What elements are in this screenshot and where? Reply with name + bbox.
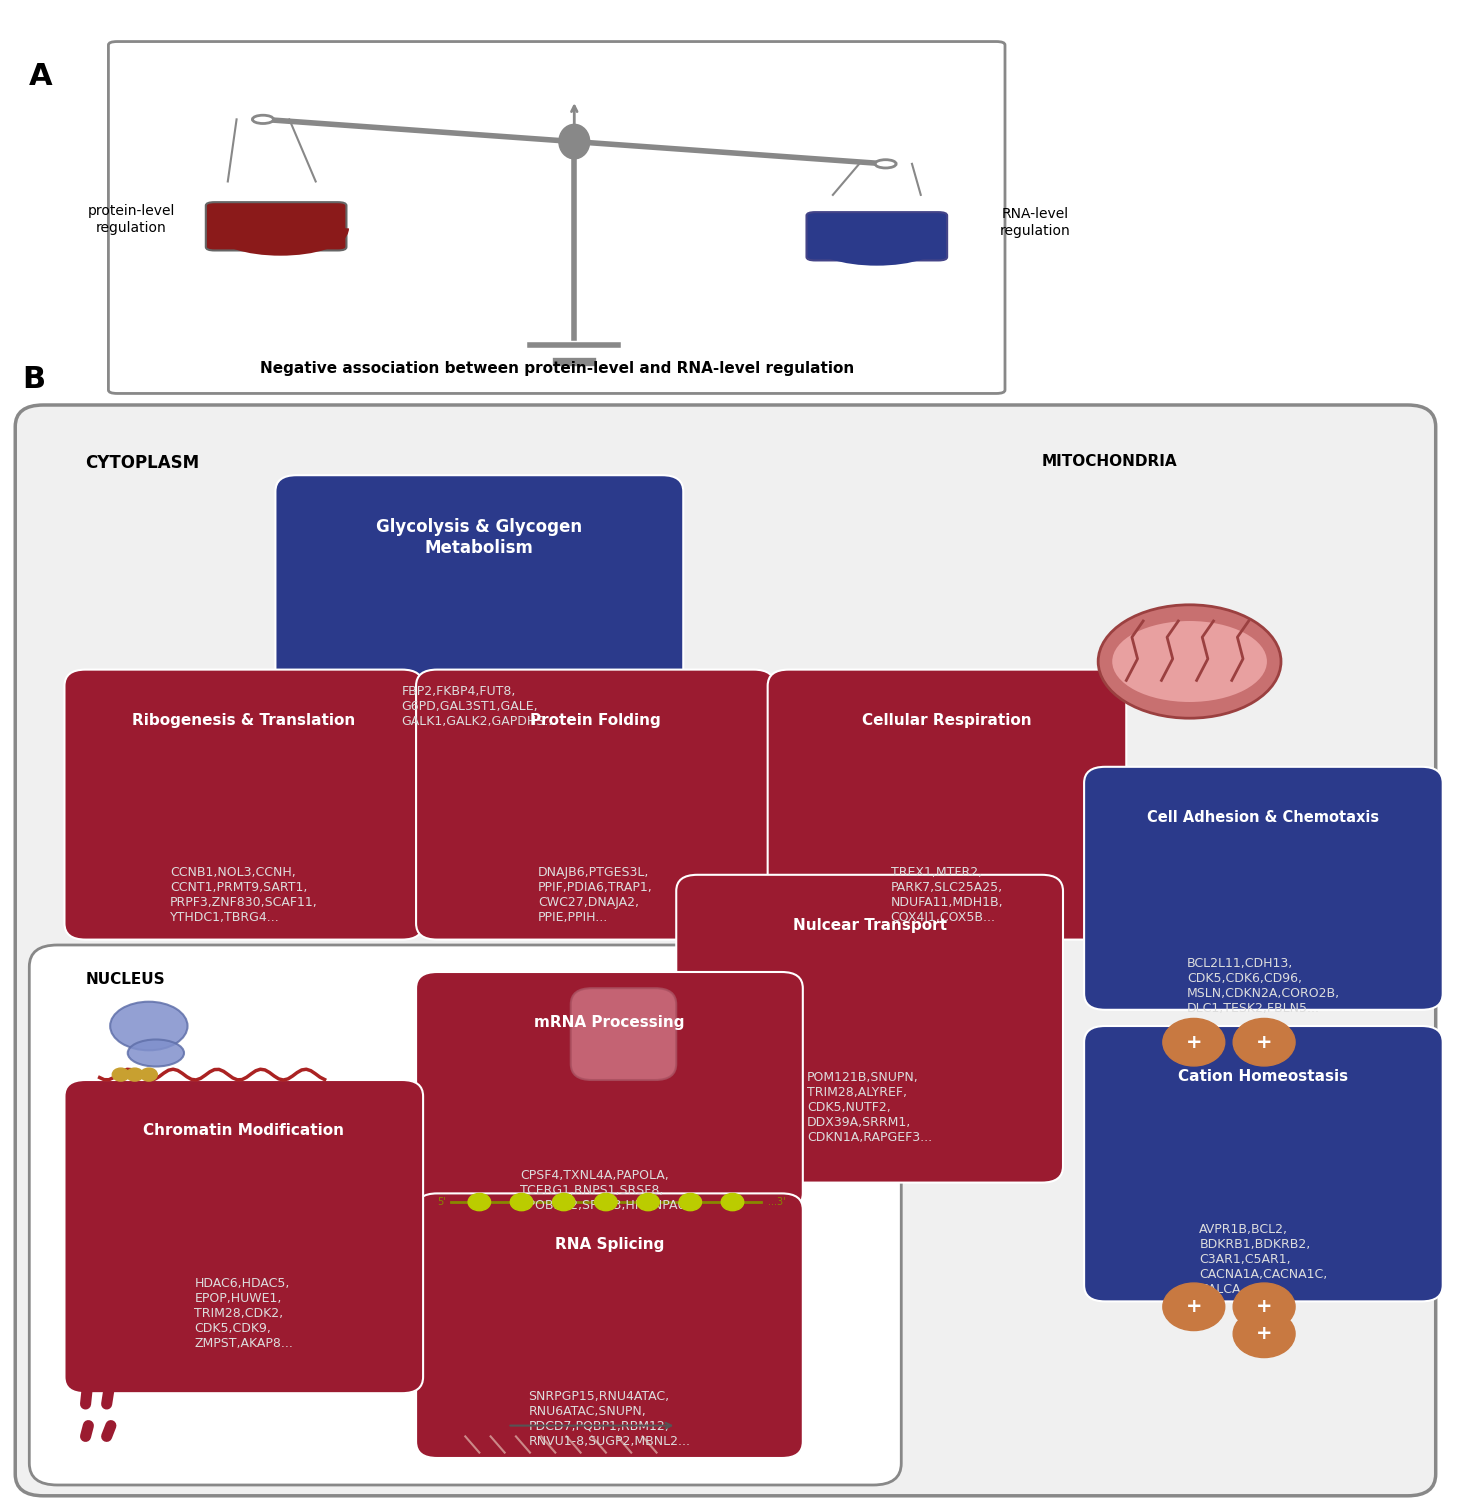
Ellipse shape bbox=[127, 1040, 185, 1066]
Text: BCL2L11,CDH13,
CDK5,CDK6,CD96,
MSLN,CDKN2A,CORO2B,
DLC1,TESK2,FBLN5...: BCL2L11,CDH13, CDK5,CDK6,CD96, MSLN,CDKN… bbox=[1187, 957, 1340, 1016]
FancyBboxPatch shape bbox=[1084, 766, 1443, 1010]
Circle shape bbox=[141, 1068, 157, 1082]
Text: RNA Splicing: RNA Splicing bbox=[555, 1236, 664, 1251]
Circle shape bbox=[595, 1194, 617, 1210]
FancyBboxPatch shape bbox=[29, 945, 901, 1485]
Text: A: A bbox=[29, 62, 53, 92]
Text: +: + bbox=[1256, 1032, 1273, 1052]
Ellipse shape bbox=[1112, 621, 1267, 702]
FancyBboxPatch shape bbox=[64, 669, 423, 939]
FancyBboxPatch shape bbox=[571, 988, 677, 1080]
Text: +: + bbox=[1256, 1324, 1273, 1344]
Text: HDAC6,HDAC5,
EPOP,HUWE1,
TRIM28,CDK2,
CDK5,CDK9,
ZMPST,AKAP8...: HDAC6,HDAC5, EPOP,HUWE1, TRIM28,CDK2, CD… bbox=[195, 1276, 293, 1350]
Circle shape bbox=[469, 1194, 491, 1210]
Text: TREX1,MTFR2,
PARK7,SLC25A25,
NDUFA11,MDH1B,
COX4I1,COX5B...: TREX1,MTFR2, PARK7,SLC25A25, NDUFA11,MDH… bbox=[891, 865, 1004, 924]
FancyBboxPatch shape bbox=[416, 669, 775, 939]
Text: CPSF4,TXNL4A,PAPOLA,
TCERG1,RNPS1,SRSF8,
APOBEC2,SF3A3,HNRNPA0...: CPSF4,TXNL4A,PAPOLA, TCERG1,RNPS1,SRSF8,… bbox=[520, 1168, 699, 1212]
FancyBboxPatch shape bbox=[205, 202, 346, 250]
Text: MITOCHONDRIA: MITOCHONDRIA bbox=[1042, 453, 1178, 468]
FancyBboxPatch shape bbox=[416, 1194, 803, 1458]
Text: +: + bbox=[1185, 1298, 1203, 1317]
Text: ...3': ...3' bbox=[768, 1197, 785, 1208]
Text: 5': 5' bbox=[437, 1197, 445, 1208]
FancyBboxPatch shape bbox=[1084, 1026, 1443, 1302]
Circle shape bbox=[113, 1068, 129, 1082]
FancyBboxPatch shape bbox=[677, 874, 1064, 1182]
Text: FBP2,FKBP4,FUT8,
G6PD,GAL3ST1,GALE,
GALK1,GALK2,GAPDHS...: FBP2,FKBP4,FUT8, G6PD,GAL3ST1,GALE, GALK… bbox=[401, 684, 557, 728]
Text: protein-level
regulation: protein-level regulation bbox=[88, 204, 174, 234]
Circle shape bbox=[552, 1194, 574, 1210]
Ellipse shape bbox=[1099, 604, 1280, 718]
Circle shape bbox=[1163, 1019, 1225, 1066]
Text: Negative association between protein-level and RNA-level regulation: Negative association between protein-lev… bbox=[259, 362, 854, 376]
Text: +: + bbox=[1256, 1298, 1273, 1317]
Text: Cation Homeostasis: Cation Homeostasis bbox=[1178, 1070, 1348, 1084]
Text: CCNB1,NOL3,CCNH,
CCNT1,PRMT9,SART1,
PRPF3,ZNF830,SCAF11,
YTHDC1,TBRG4...: CCNB1,NOL3,CCNH, CCNT1,PRMT9,SART1, PRPF… bbox=[170, 865, 318, 924]
Text: POM121B,SNUPN,
TRIM28,ALYREF,
CDK5,NUTF2,
DDX39A,SRRM1,
CDKN1A,RAPGEF3...: POM121B,SNUPN, TRIM28,ALYREF, CDK5,NUTF2… bbox=[807, 1071, 932, 1144]
Text: Glycolysis & Glycogen
Metabolism: Glycolysis & Glycogen Metabolism bbox=[377, 519, 583, 556]
FancyBboxPatch shape bbox=[807, 211, 948, 261]
Text: RNA-level
regulation: RNA-level regulation bbox=[999, 207, 1071, 237]
Text: NUCLEUS: NUCLEUS bbox=[85, 972, 166, 987]
Ellipse shape bbox=[558, 124, 589, 159]
Text: DNAJB6,PTGES3L,
PPIF,PDIA6,TRAP1,
CWC27,DNAJA2,
PPIE,PPIH...: DNAJB6,PTGES3L, PPIF,PDIA6,TRAP1, CWC27,… bbox=[538, 865, 653, 924]
Ellipse shape bbox=[110, 1002, 188, 1050]
Text: Cellular Respiration: Cellular Respiration bbox=[863, 712, 1031, 728]
Text: mRNA Processing: mRNA Processing bbox=[535, 1016, 684, 1031]
Circle shape bbox=[1234, 1282, 1295, 1330]
Text: Ribogenesis & Translation: Ribogenesis & Translation bbox=[132, 712, 356, 728]
Circle shape bbox=[721, 1194, 744, 1210]
Circle shape bbox=[637, 1194, 659, 1210]
Text: Cell Adhesion & Chemotaxis: Cell Adhesion & Chemotaxis bbox=[1147, 810, 1380, 825]
Circle shape bbox=[126, 1068, 144, 1082]
Text: SNRPGP15,RNU4ATAC,
RNU6ATAC,SNUPN,
PDCD7,PQBP1,RBM12,
RNVU1-8,SUGP2,MBNL2...: SNRPGP15,RNU4ATAC, RNU6ATAC,SNUPN, PDCD7… bbox=[529, 1390, 690, 1448]
Text: Chromatin Modification: Chromatin Modification bbox=[144, 1124, 344, 1138]
Text: B: B bbox=[22, 364, 45, 394]
FancyBboxPatch shape bbox=[108, 42, 1005, 393]
Circle shape bbox=[875, 159, 897, 168]
FancyBboxPatch shape bbox=[416, 972, 803, 1209]
Text: Nulcear Transport: Nulcear Transport bbox=[793, 918, 946, 933]
Text: +: + bbox=[1185, 1032, 1203, 1052]
Text: CYTOPLASM: CYTOPLASM bbox=[85, 453, 199, 471]
FancyBboxPatch shape bbox=[275, 476, 683, 750]
Circle shape bbox=[510, 1194, 533, 1210]
Circle shape bbox=[1234, 1310, 1295, 1358]
Text: AVPR1B,BCL2,
BDKRB1,BDKRB2,
C3AR1,C5AR1,
CACNA1A,CACNA1C,
CALCA...: AVPR1B,BCL2, BDKRB1,BDKRB2, C3AR1,C5AR1,… bbox=[1200, 1222, 1327, 1296]
FancyBboxPatch shape bbox=[768, 669, 1127, 939]
FancyBboxPatch shape bbox=[15, 405, 1436, 1496]
Circle shape bbox=[680, 1194, 702, 1210]
FancyBboxPatch shape bbox=[64, 1080, 423, 1394]
Circle shape bbox=[1234, 1019, 1295, 1066]
Text: Protein Folding: Protein Folding bbox=[530, 712, 661, 728]
Circle shape bbox=[1163, 1282, 1225, 1330]
Circle shape bbox=[252, 116, 274, 123]
